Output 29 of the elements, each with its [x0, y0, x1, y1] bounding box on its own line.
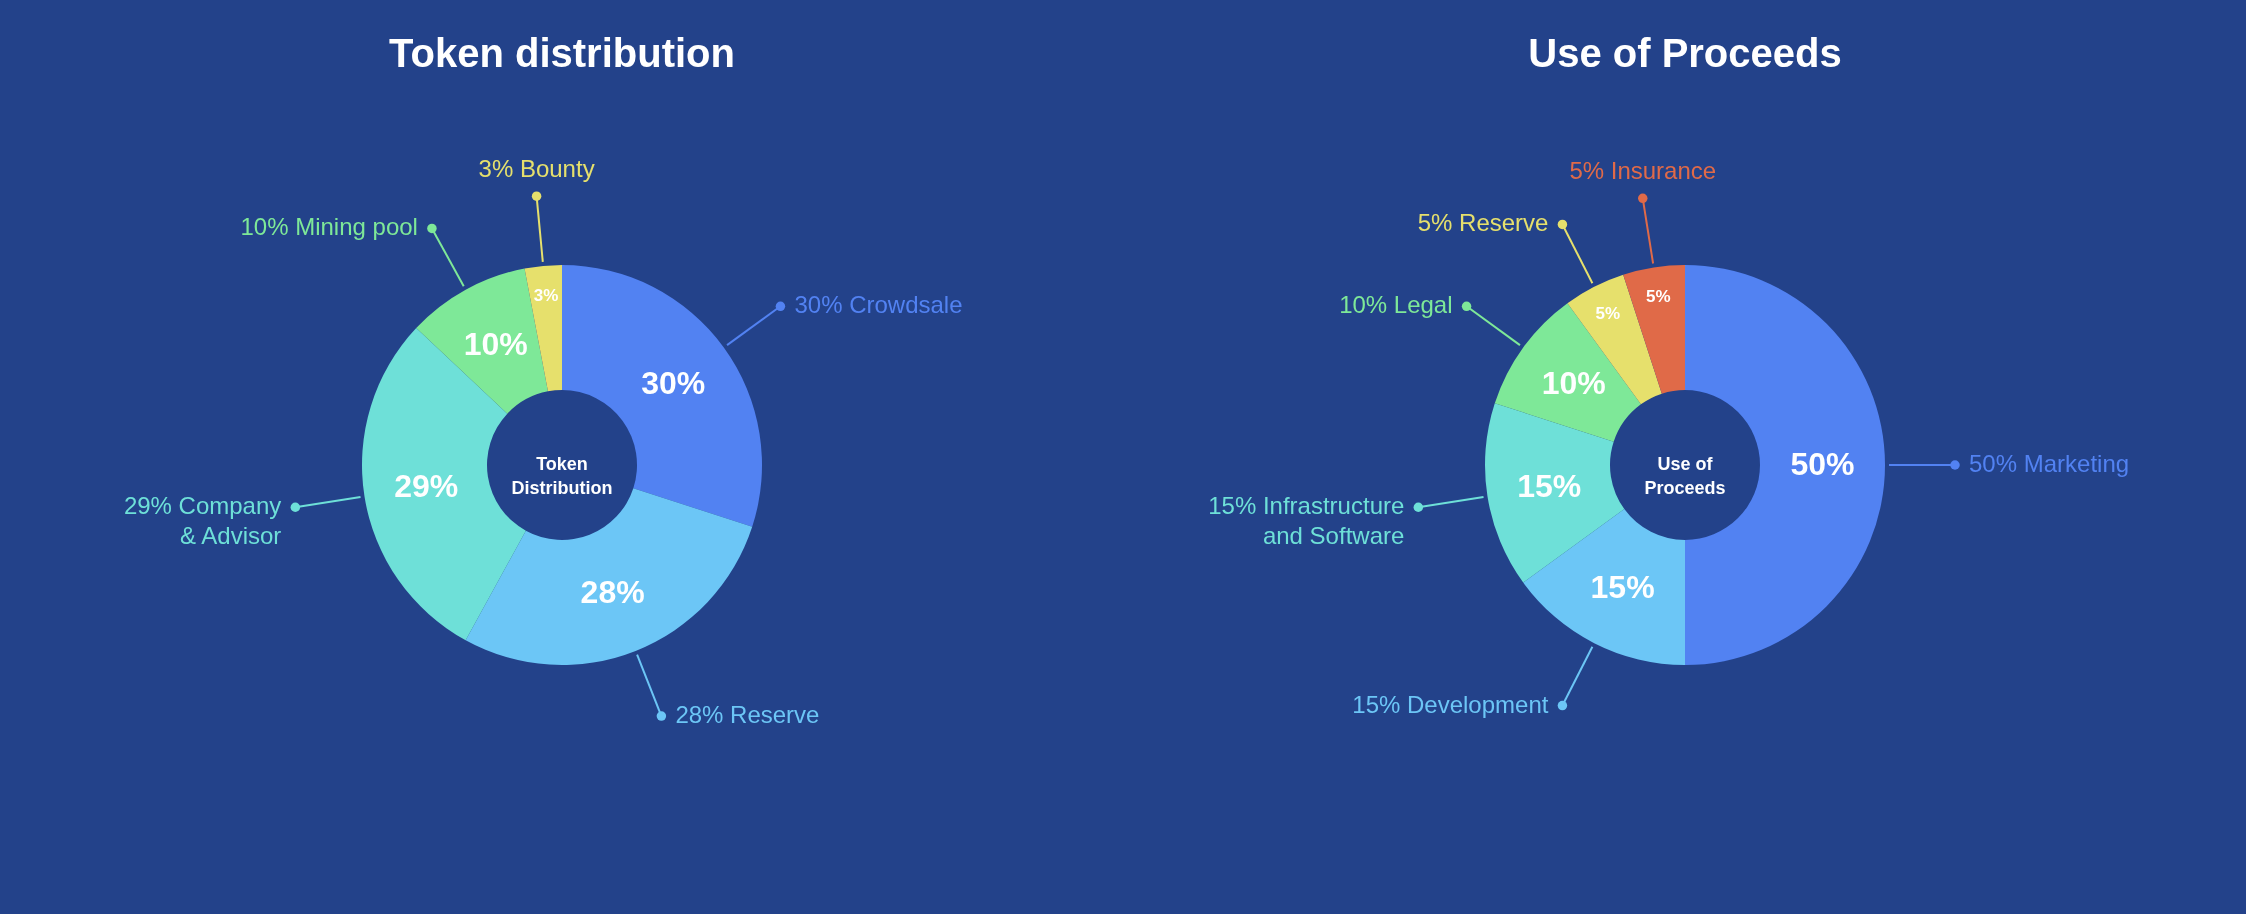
donut-slice	[1494, 303, 1641, 442]
slice-label: 10% Mining pool	[239, 213, 418, 241]
donut-slice	[1622, 265, 1685, 394]
legend-label: 30% Crowdsale	[793, 291, 963, 319]
slice-label: 5% Insurance	[1568, 157, 1716, 185]
data-label: 30%	[640, 365, 705, 402]
legend-label: 28% Reserve	[674, 701, 819, 729]
data-label: 29%	[393, 467, 458, 504]
donut-slice	[1522, 509, 1685, 665]
legend-label: 5% Reserve	[1417, 209, 1548, 237]
legend-label: 15% Infrastructure and Software	[1207, 492, 1404, 550]
data-label: 15%	[1590, 568, 1655, 605]
chart-title: Use of Proceeds	[1527, 31, 1842, 75]
data-label: 3%	[533, 285, 558, 305]
data-label: 5%	[1645, 287, 1671, 307]
chart-title: Token distribution	[388, 31, 735, 75]
data-label: 28%	[580, 573, 645, 610]
legend-label: 15% Development	[1351, 690, 1549, 718]
legend-label: 10% Legal	[1338, 291, 1453, 319]
data-label: 5%	[1595, 303, 1620, 323]
text: Use of Proceeds	[1643, 454, 1726, 498]
data-label: 10%	[1541, 365, 1606, 402]
data-label: 50%	[1789, 446, 1855, 482]
data-label: 10%	[463, 325, 528, 362]
slice-label: 3% Bounty	[478, 155, 595, 183]
slice-label: 50% Marketing	[1968, 450, 2129, 477]
text: Token Distribution	[511, 454, 612, 498]
data-label: 15%	[1516, 467, 1581, 504]
slice-label: 29% Company & Advisor	[123, 492, 281, 550]
